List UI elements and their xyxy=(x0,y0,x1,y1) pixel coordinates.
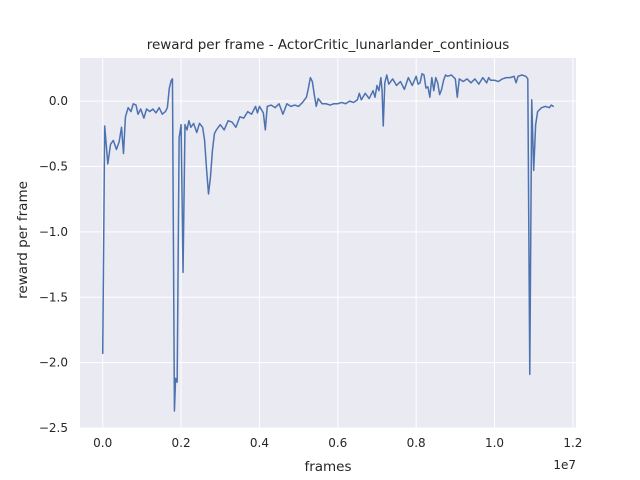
plot-area xyxy=(80,58,576,428)
x-tick-labels: 0.0 0.2 0.4 0.6 0.8 1.0 1.2 xyxy=(93,436,582,450)
x-axis-offset-label: 1e7 xyxy=(553,458,576,472)
y-tick-labels: −2.5 −2.0 −1.5 −1.0 −0.5 0.0 xyxy=(39,94,68,435)
y-axis-label: reward per frame xyxy=(15,181,31,299)
y-tick-label: −1.5 xyxy=(39,290,68,304)
x-tick-label: 0.4 xyxy=(250,436,269,450)
series-line xyxy=(101,72,555,412)
x-gridlines xyxy=(102,58,574,428)
x-tick-label: 1.2 xyxy=(563,436,582,450)
y-tick-label: 0.0 xyxy=(49,94,68,108)
y-tick-label: −0.5 xyxy=(39,160,68,174)
y-tick-label: −1.0 xyxy=(39,225,68,239)
x-tick-label: 0.0 xyxy=(93,436,112,450)
x-tick-label: 0.6 xyxy=(328,436,347,450)
x-axis-label: frames xyxy=(304,459,351,475)
chart-title: reward per frame - ActorCritic_lunarland… xyxy=(147,37,510,53)
x-tick-label: 0.2 xyxy=(172,436,191,450)
x-tick-label: 1.0 xyxy=(485,436,504,450)
y-tick-label: −2.0 xyxy=(39,356,68,370)
y-gridlines xyxy=(80,100,576,429)
x-tick-label: 0.8 xyxy=(407,436,426,450)
y-tick-label: −2.5 xyxy=(39,421,68,435)
